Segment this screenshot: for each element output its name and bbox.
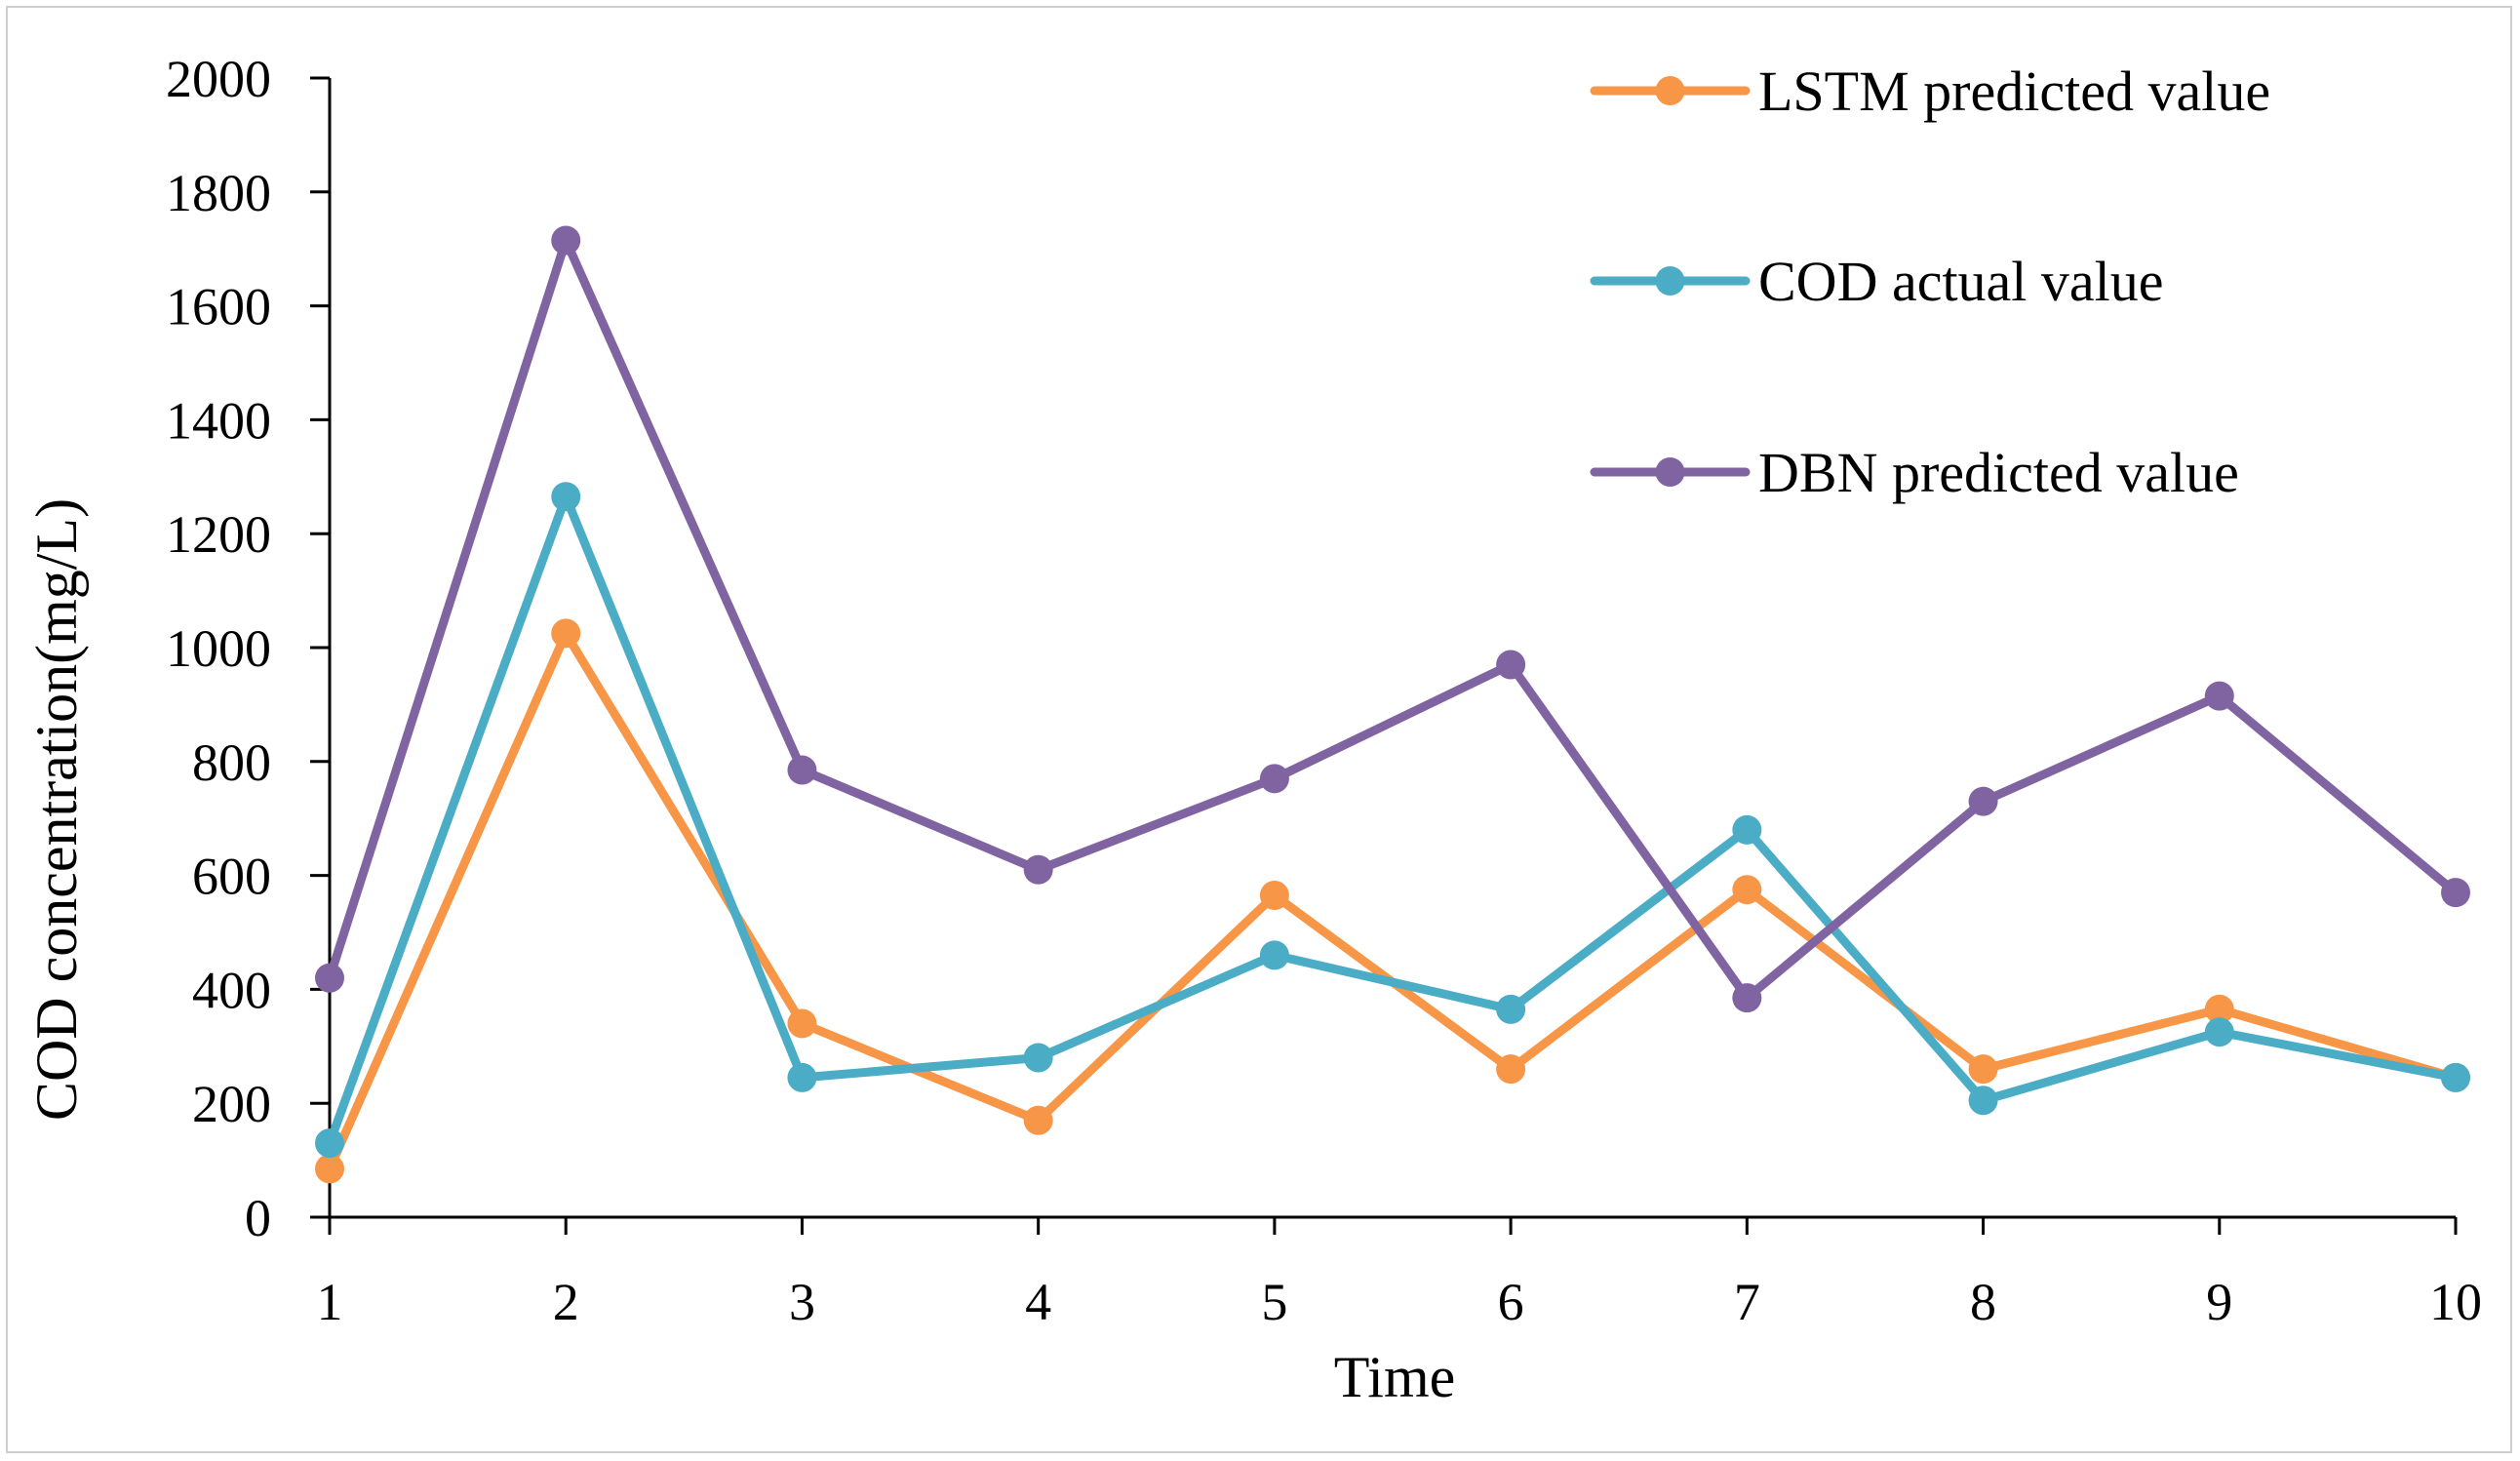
data-point	[551, 225, 581, 256]
series-line	[325, 492, 2461, 1148]
data-point	[1968, 1054, 1998, 1085]
data-point	[1496, 650, 1526, 680]
data-point	[551, 482, 581, 512]
x-axis-title: Time	[1334, 1345, 1456, 1409]
data-point	[315, 963, 344, 993]
series-line	[325, 235, 2461, 1003]
y-axis-title: COD concentration(mg/L)	[24, 498, 89, 1121]
data-point	[1259, 764, 1289, 794]
y-tick-label: 0	[245, 1189, 271, 1247]
y-tick-label: 1600	[166, 278, 271, 336]
legend-entry: LSTM predicted value	[1590, 59, 2270, 123]
data-point	[2204, 1017, 2234, 1047]
data-point	[1259, 881, 1289, 911]
data-point	[315, 1128, 344, 1159]
legend-entry: DBN predicted value	[1590, 441, 2239, 504]
data-point	[1023, 1043, 1053, 1073]
tick-labels: 0 200 400 600 800 1000 1200 1400 1600 1800 2000 1 2 3…	[166, 50, 2482, 1331]
legend-label: COD actual value	[1758, 250, 2164, 313]
data-point	[1496, 994, 1526, 1024]
series-dbn-predicted-value	[315, 225, 2470, 1013]
legend-label: LSTM predicted value	[1758, 59, 2270, 123]
axes	[310, 76, 2458, 1235]
series-cod-actual-value	[315, 482, 2470, 1159]
legend-marker	[1655, 457, 1685, 487]
y-tick-label: 600	[192, 848, 271, 906]
legend: LSTM predicted value COD actual value DBN …	[1590, 59, 2270, 504]
x-tick-label: 10	[2429, 1273, 2482, 1331]
x-tick-label: 8	[1970, 1273, 1996, 1331]
data-point	[1968, 1086, 1998, 1116]
y-tick-label: 400	[192, 961, 271, 1019]
data-point	[1732, 875, 1762, 905]
y-tick-label: 1800	[166, 164, 271, 222]
x-tick-label: 9	[2206, 1273, 2232, 1331]
x-tick-label: 6	[1498, 1273, 1524, 1331]
data-point	[2204, 681, 2234, 711]
data-point	[787, 1062, 817, 1092]
data-point	[1023, 854, 1053, 885]
data-point	[1732, 814, 1762, 845]
series-layer	[315, 225, 2470, 1184]
x-tick-label: 3	[789, 1273, 815, 1331]
data-point	[2204, 994, 2234, 1024]
legend-marker	[1655, 76, 1685, 105]
data-point	[1259, 940, 1289, 970]
y-tick-label: 2000	[166, 50, 271, 108]
data-point	[787, 755, 817, 785]
y-tick-label: 200	[192, 1075, 271, 1133]
data-point	[2441, 1062, 2470, 1092]
x-tick-label: 7	[1734, 1273, 1760, 1331]
data-point	[1732, 983, 1762, 1013]
y-tick-label: 800	[192, 733, 271, 792]
data-point	[787, 1008, 817, 1039]
x-tick-label: 2	[553, 1273, 579, 1331]
x-tick-label: 1	[317, 1273, 343, 1331]
series-line	[325, 628, 2461, 1173]
y-tick-label: 1400	[166, 391, 271, 450]
data-point	[1968, 786, 1998, 816]
chart-frame	[6, 6, 2512, 1453]
legend-marker	[1655, 266, 1685, 296]
data-point	[315, 1154, 344, 1184]
data-point	[551, 618, 581, 649]
y-tick-label: 1000	[166, 619, 271, 678]
y-tick-label: 1200	[166, 505, 271, 564]
legend-entry: COD actual value	[1590, 250, 2164, 313]
data-point	[2441, 878, 2470, 908]
x-tick-label: 5	[1261, 1273, 1287, 1331]
data-point	[1496, 1054, 1526, 1085]
data-point	[1023, 1105, 1053, 1135]
x-tick-label: 4	[1025, 1273, 1051, 1331]
legend-label: DBN predicted value	[1758, 441, 2239, 504]
series-lstm-predicted-value	[315, 618, 2470, 1184]
